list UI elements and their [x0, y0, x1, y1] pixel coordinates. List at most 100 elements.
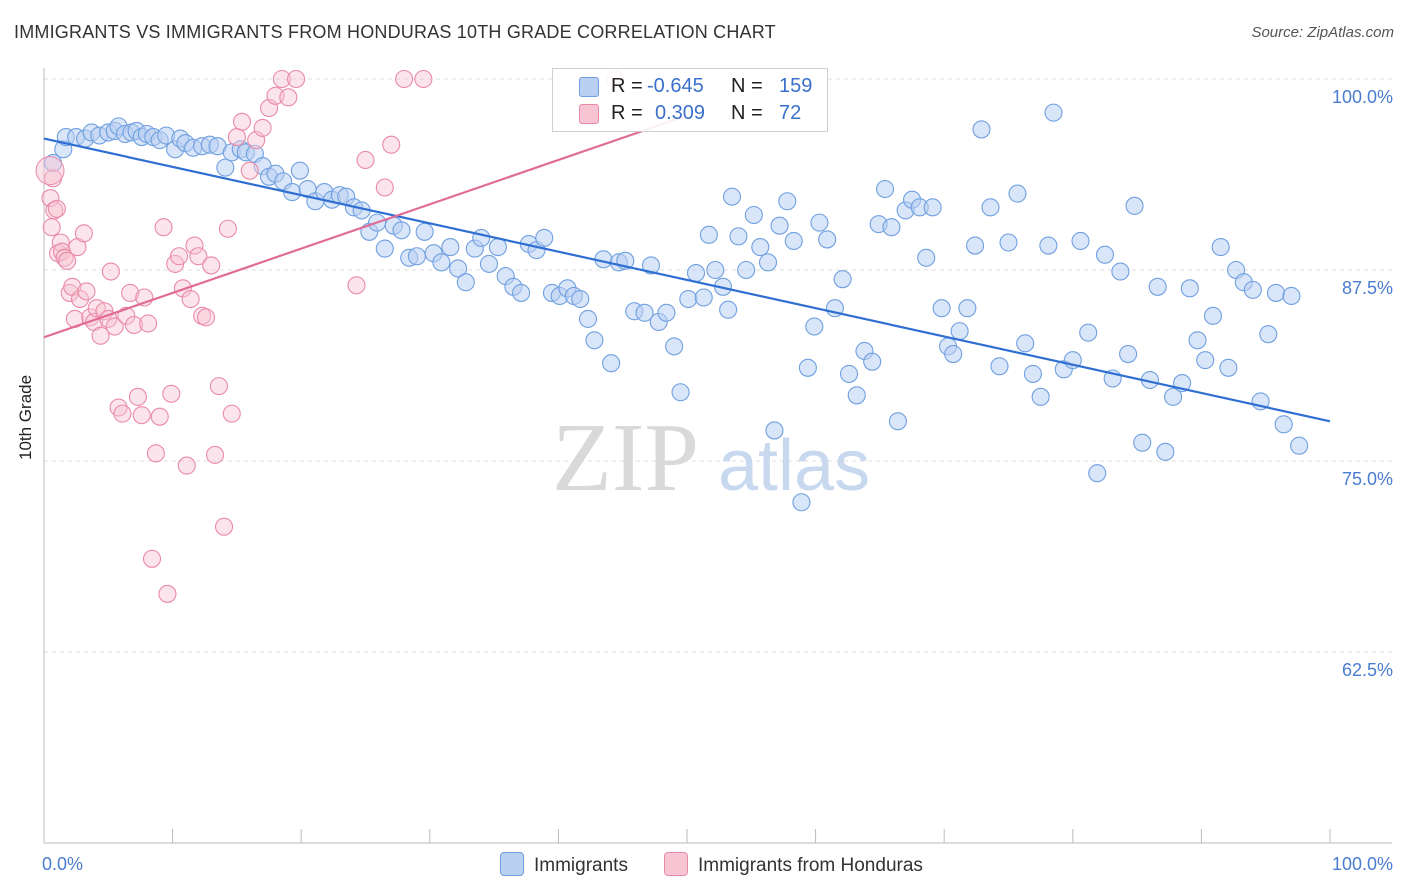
legend-n-value: 72	[779, 102, 802, 124]
legend-r-label: R =	[611, 102, 643, 124]
honduras-point	[414, 69, 433, 89]
honduras-point	[146, 444, 165, 463]
honduras-point	[279, 88, 298, 107]
immigrants-point	[657, 303, 676, 322]
immigrants-point	[1243, 280, 1262, 299]
immigrants-point	[1095, 245, 1114, 264]
immigrants-point	[744, 205, 763, 225]
immigrants-point	[958, 299, 977, 318]
honduras-point	[139, 314, 158, 333]
immigrants-point	[1133, 433, 1152, 452]
y-tick-label: 75.0%	[1342, 469, 1393, 489]
immigrants-point	[1274, 415, 1293, 434]
immigrants-point	[944, 344, 963, 364]
immigrants-point	[375, 239, 394, 258]
immigrants-point	[1203, 306, 1223, 325]
immigrants-point	[512, 283, 531, 302]
honduras-point	[128, 387, 147, 406]
honduras-point	[154, 218, 173, 237]
immigrants-point	[875, 179, 895, 199]
honduras-point	[117, 306, 136, 325]
legend-r-label: R =	[611, 75, 643, 97]
honduras-point	[70, 289, 90, 309]
immigrants-point	[1125, 196, 1144, 215]
honduras-point	[395, 69, 414, 89]
legend-swatch	[664, 852, 688, 876]
immigrants-point	[1039, 236, 1058, 255]
legend-swatch	[500, 852, 524, 876]
honduras-point	[121, 283, 140, 302]
immigrants-point	[1023, 364, 1042, 383]
immigrants-point	[706, 260, 725, 280]
immigrants-point	[1088, 464, 1107, 483]
immigrants-point	[751, 238, 770, 257]
immigrants-point	[488, 238, 508, 257]
y-tick-label: 100.0%	[1332, 87, 1393, 107]
immigrants-point	[432, 253, 451, 272]
honduras-point	[42, 218, 61, 237]
honduras-point	[222, 404, 241, 423]
immigrants-point	[456, 273, 475, 292]
honduras-point	[77, 282, 96, 301]
honduras-point	[356, 150, 375, 170]
immigrants-point	[863, 352, 882, 371]
immigrants-point	[833, 270, 852, 289]
legend-item-immigrants[interactable]: Immigrants	[500, 852, 628, 877]
immigrants-point	[407, 247, 426, 266]
immigrants-point	[818, 230, 837, 249]
honduras-point	[185, 236, 204, 255]
immigrants-point	[641, 256, 661, 275]
immigrants-point	[784, 231, 803, 251]
honduras-trend-line	[43, 114, 688, 339]
immigrants-point	[1196, 351, 1215, 370]
honduras-point	[150, 407, 169, 426]
immigrants-point	[981, 198, 1000, 217]
immigrants-point	[1259, 325, 1278, 344]
immigrants-point	[923, 198, 942, 217]
tick-labels: 62.5% 75.0% 87.5% 100.0% 0.0% 100.0%	[42, 87, 1393, 874]
immigrants-point	[1188, 331, 1207, 350]
honduras-point	[169, 247, 189, 266]
immigrants-point	[1016, 334, 1035, 353]
honduras-point	[232, 112, 252, 131]
honduras-point	[142, 549, 162, 568]
legend-label: Immigrants from Honduras	[698, 855, 923, 876]
immigrants-point	[585, 331, 604, 350]
immigrants-point	[472, 228, 491, 247]
y-tick-label: 87.5%	[1342, 278, 1393, 298]
honduras-point	[287, 69, 306, 89]
honduras-point	[58, 251, 77, 270]
honduras-point	[124, 315, 144, 335]
immigrants-point	[778, 192, 797, 211]
immigrants-point	[999, 233, 1018, 252]
immigrants-point	[1156, 442, 1175, 461]
honduras-point	[91, 326, 110, 345]
immigrants-point	[290, 161, 309, 180]
immigrants-point	[479, 254, 499, 273]
watermark-atlas: atlas	[718, 426, 870, 506]
legend-row-immigrants: R = -0.645 N = 159	[553, 73, 827, 101]
immigrants-point	[1119, 344, 1138, 364]
honduras-point	[382, 135, 401, 154]
honduras-point	[35, 156, 65, 186]
immigrants-point	[602, 354, 621, 373]
axes	[43, 68, 1392, 844]
x-tick-label: 0.0%	[42, 854, 83, 874]
immigrants-point	[882, 218, 901, 237]
legend-swatch-immigrants	[579, 77, 599, 97]
immigrants-point	[719, 300, 738, 319]
immigrants-point	[810, 213, 829, 232]
immigrants-point	[917, 248, 936, 267]
legend-swatch-honduras	[579, 104, 599, 124]
immigrants-point	[216, 158, 235, 177]
honduras-point	[205, 445, 225, 464]
immigrants-point	[792, 493, 811, 512]
immigrants-point	[449, 259, 468, 278]
immigrants-point	[770, 216, 789, 235]
immigrants-point	[1211, 238, 1230, 257]
immigrants-point	[847, 386, 866, 405]
legend-item-honduras[interactable]: Immigrants from Honduras	[664, 852, 923, 877]
honduras-point	[47, 199, 66, 218]
legend-row-honduras: R = 0.309 N = 72	[553, 100, 827, 128]
immigrants-point	[950, 322, 969, 341]
